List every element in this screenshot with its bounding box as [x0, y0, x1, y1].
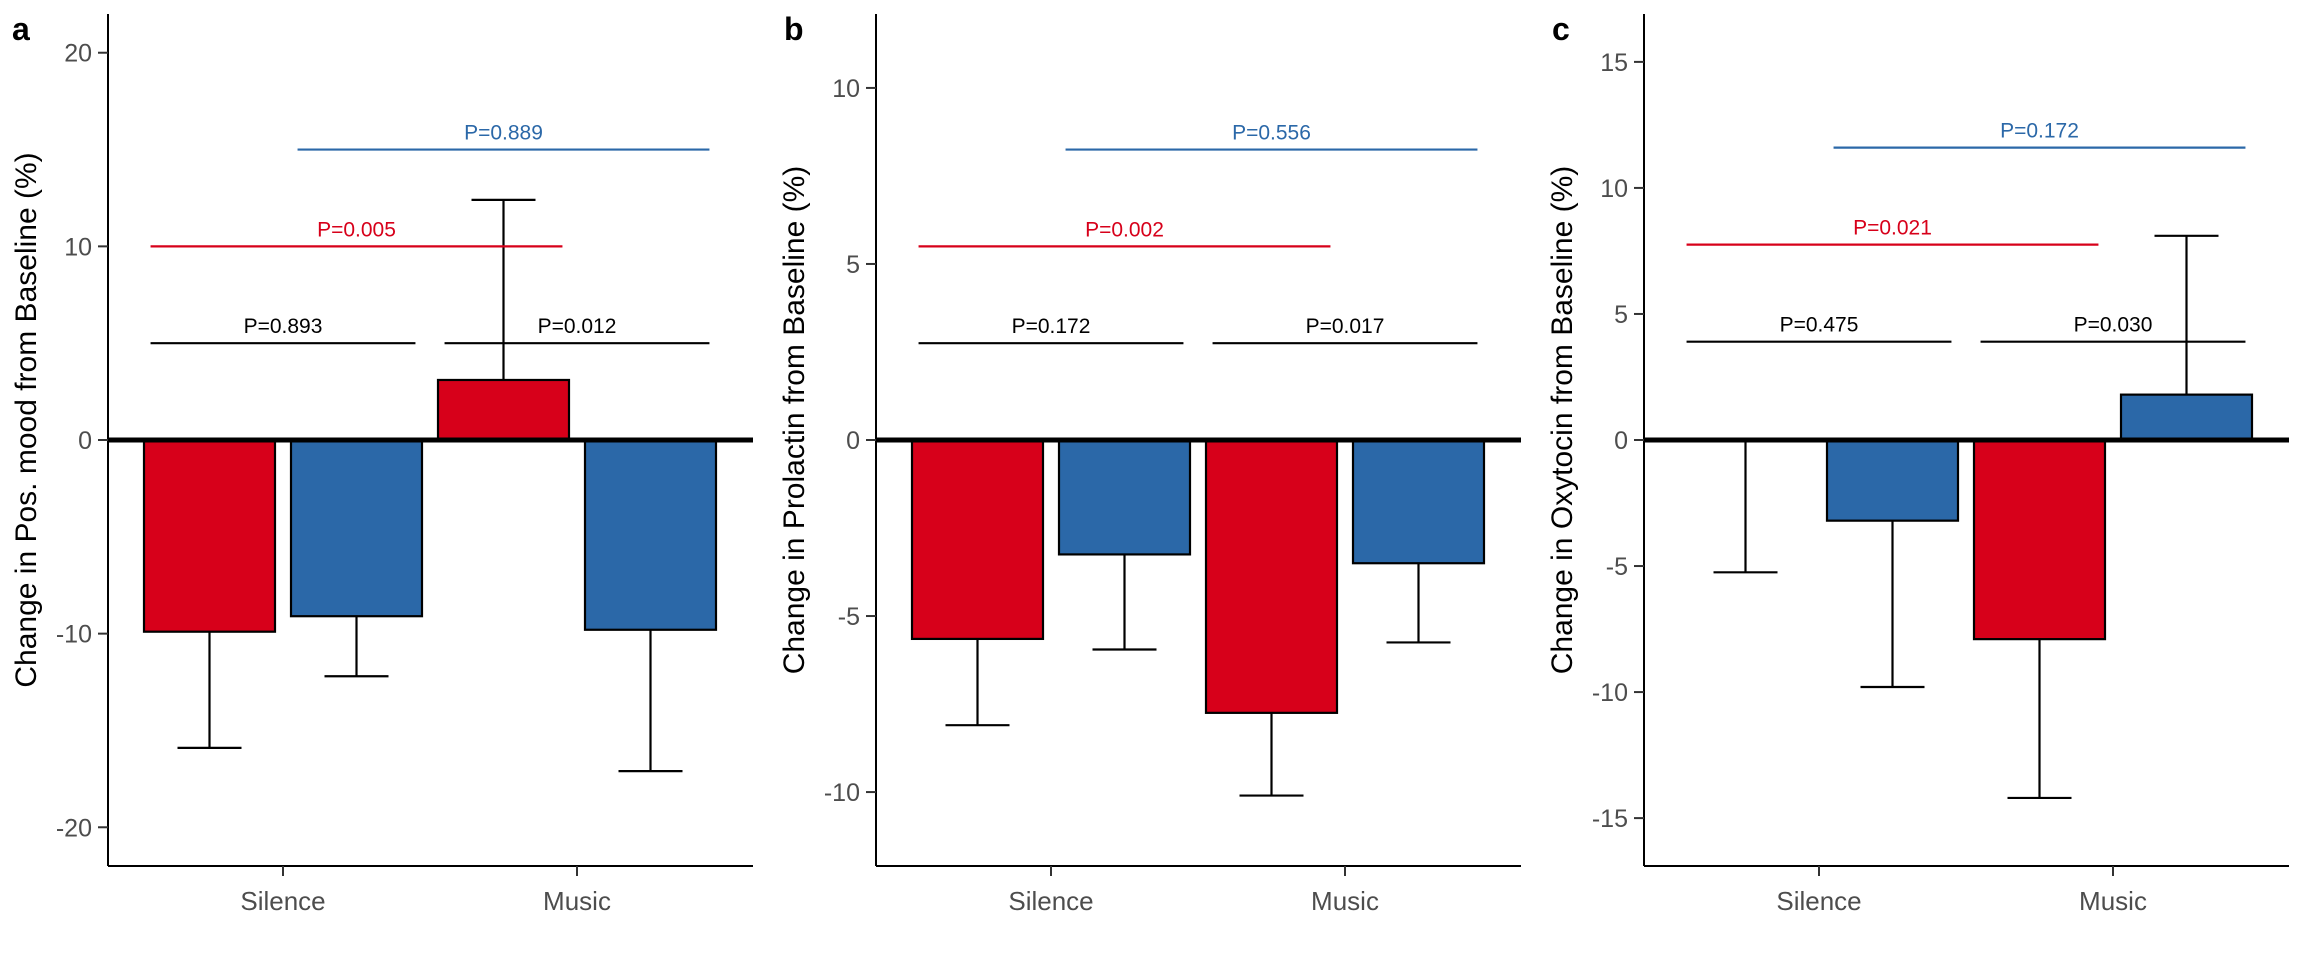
- panel-label: c: [1552, 11, 1570, 47]
- p-value-label: P=0.012: [538, 315, 617, 338]
- axes: [98, 14, 753, 876]
- panel-b: b Change in Prolactin from Baseline (%) …: [778, 11, 1521, 916]
- bar-music-red: [1972, 438, 2107, 641]
- y-tick-label: 10: [832, 75, 860, 103]
- p-value-label: P=0.475: [1780, 314, 1859, 337]
- axes: [1634, 14, 2289, 876]
- y-tick-label: 15: [1600, 49, 1628, 77]
- y-tick-label: -10: [824, 779, 860, 807]
- bars-layer: [1713, 234, 2254, 800]
- y-tick-label: 0: [846, 427, 860, 455]
- y-tick-label: 0: [78, 427, 92, 455]
- y-tick-label: -10: [1592, 679, 1628, 707]
- p-value-label: P=0.030: [2074, 314, 2153, 337]
- x-tick-label-music: Music: [543, 886, 611, 916]
- axes: [866, 14, 1521, 876]
- bar-music-blue: [1351, 438, 1486, 565]
- bar-music-red: [1204, 438, 1339, 714]
- bars-layer: [910, 438, 1486, 797]
- y-axis-title: Change in Oxytocin from Baseline (%): [1546, 166, 1579, 675]
- bar-music-blue: [2119, 393, 2254, 442]
- panel-label: b: [784, 11, 804, 47]
- bar-silence-red: [910, 438, 1045, 641]
- p-value-label: P=0.021: [1853, 217, 1932, 240]
- bar-music-blue: [583, 438, 718, 631]
- p-value-label: P=0.017: [1306, 315, 1385, 338]
- p-value-label: P=0.172: [1012, 315, 1091, 338]
- p-value-label: P=0.556: [1232, 122, 1311, 145]
- bar-silence-red: [142, 438, 277, 633]
- y-tick-label: 20: [64, 40, 92, 68]
- x-tick-label-music: Music: [2079, 886, 2147, 916]
- y-tick-label: 10: [1600, 175, 1628, 203]
- x-tick-label-music: Music: [1311, 886, 1379, 916]
- p-value-label: P=0.889: [464, 122, 543, 145]
- y-tick-label: 5: [1614, 301, 1628, 329]
- bar-silence-blue: [1825, 438, 1960, 522]
- y-tick-label: -5: [838, 603, 860, 631]
- x-tick-label-silence: Silence: [1008, 886, 1093, 916]
- x-tick-label-silence: Silence: [240, 886, 325, 916]
- bars-layer: [142, 198, 718, 773]
- panel-a: a Change in Pos. mood from Baseline (%) …: [10, 11, 753, 916]
- y-tick-label: -5: [1606, 553, 1628, 581]
- y-axis-title: Change in Prolactin from Baseline (%): [778, 166, 811, 675]
- x-tick-label-silence: Silence: [1776, 886, 1861, 916]
- y-tick-label: -20: [56, 814, 92, 842]
- y-tick-label: -10: [56, 621, 92, 649]
- bar-silence-blue: [289, 438, 424, 618]
- p-value-label: P=0.005: [317, 218, 396, 241]
- p-value-label: P=0.002: [1085, 218, 1164, 241]
- bar-silence-blue: [1057, 438, 1192, 556]
- y-tick-label: 10: [64, 233, 92, 261]
- y-tick-label: 5: [846, 251, 860, 279]
- y-axis-title: Change in Pos. mood from Baseline (%): [10, 152, 43, 687]
- panel-c: c Change in Oxytocin from Baseline (%) S…: [1546, 11, 2289, 916]
- p-value-label: P=0.172: [2000, 120, 2079, 143]
- y-tick-label: -15: [1592, 805, 1628, 833]
- panel-label: a: [12, 11, 30, 47]
- p-value-label: P=0.893: [244, 315, 323, 338]
- y-tick-label: 0: [1614, 427, 1628, 455]
- bar-music-red: [436, 378, 571, 442]
